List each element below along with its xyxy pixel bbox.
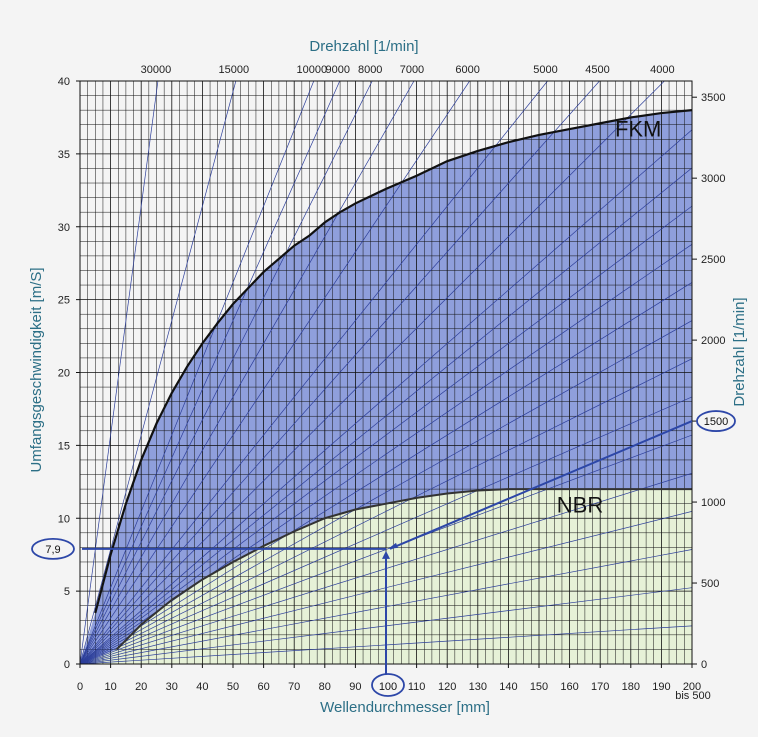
- rpm-marker: [696, 410, 736, 432]
- x-tick-label: 160: [560, 681, 578, 693]
- top-tick-label: 8000: [358, 64, 382, 76]
- x-tick-label: 40: [196, 681, 208, 693]
- rpm-line: [80, 81, 373, 664]
- rpm-line: [80, 81, 665, 664]
- top-axis-title: Drehzahl [1/min]: [309, 38, 418, 55]
- x-axis-title: Wellendurchmesser [mm]: [320, 699, 490, 716]
- rpm-guide-line: [389, 420, 693, 550]
- top-tick-label: 7000: [400, 64, 424, 76]
- top-tick-label: 10000: [296, 64, 327, 76]
- x-tick-label: 10: [104, 681, 116, 693]
- x-tick-label: 200: [683, 681, 701, 693]
- x-tick-label: 170: [591, 681, 609, 693]
- diameter-marker: [371, 673, 405, 697]
- x-tick-label: 20: [135, 681, 147, 693]
- right-tick-label: 0: [701, 659, 707, 671]
- right-tick-label: 1000: [701, 497, 725, 509]
- x-tick-label: 190: [652, 681, 670, 693]
- x-tick-label: 150: [530, 681, 548, 693]
- y-tick-label: 25: [58, 295, 70, 307]
- y-tick-label: 35: [58, 149, 70, 161]
- rpm-line: [80, 358, 692, 664]
- fkm-label: FKM: [615, 116, 661, 141]
- x-axis-extra-label: bis 500: [675, 690, 710, 702]
- rpm-line: [80, 81, 237, 664]
- x-tick-label: 110: [408, 681, 426, 693]
- top-tick-label: 30000: [141, 64, 172, 76]
- y-tick-label: 10: [58, 513, 70, 525]
- rpm-line: [80, 396, 692, 664]
- x-tick-label: 60: [257, 681, 269, 693]
- top-tick-label: 4500: [585, 64, 609, 76]
- nbr-curve: [116, 488, 692, 651]
- y-tick-label: 30: [58, 222, 70, 234]
- rpm-line: [80, 81, 548, 664]
- fkm-curve: [94, 109, 693, 614]
- x-tick-label: 130: [469, 681, 487, 693]
- velocity-marker-label: 7,9: [45, 544, 60, 556]
- y-tick-label: 15: [58, 440, 70, 452]
- x-tick-label: 90: [349, 681, 361, 693]
- x-tick-label: 80: [319, 681, 331, 693]
- rpm-marker-label: 1500: [704, 416, 728, 428]
- y-axis-title: Umfangsgeschwindigkeit [m/S]: [28, 267, 45, 472]
- x-tick-label: 70: [288, 681, 300, 693]
- top-tick-label: 9000: [325, 64, 349, 76]
- rpm-line: [80, 81, 341, 664]
- rpm-line: [80, 205, 692, 664]
- rpm-guide-arrow: [388, 542, 398, 549]
- rpm-line: [80, 129, 692, 664]
- right-tick-label: 3000: [701, 173, 725, 185]
- x-tick-label: 50: [227, 681, 239, 693]
- rpm-line: [80, 81, 415, 664]
- x-tick-label: 140: [499, 681, 517, 693]
- rpm-line: [80, 320, 692, 664]
- x-tick-label: 0: [77, 681, 83, 693]
- rpm-line: [80, 81, 315, 664]
- rpm-line: [80, 81, 600, 664]
- y-tick-label: 5: [64, 586, 70, 598]
- rpm-line: [80, 167, 692, 664]
- y-tick-label: 40: [58, 76, 70, 88]
- diameter-marker-label: 100: [379, 681, 397, 693]
- diameter-guide-arrow: [382, 550, 390, 559]
- rpm-line: [80, 81, 470, 664]
- right-tick-label: 500: [701, 578, 719, 590]
- rpm-line: [80, 282, 692, 664]
- x-tick-label: 30: [166, 681, 178, 693]
- x-tick-label: 180: [622, 681, 640, 693]
- y-tick-label: 20: [58, 368, 70, 380]
- right-tick-label: 3500: [701, 92, 725, 104]
- nbr-label: NBR: [557, 492, 603, 517]
- top-tick-label: 6000: [455, 64, 479, 76]
- y-tick-label: 0: [64, 659, 70, 671]
- x-tick-label: 120: [438, 681, 456, 693]
- velocity-marker: [31, 537, 75, 560]
- top-tick-label: 4000: [650, 64, 674, 76]
- top-tick-label: 15000: [219, 64, 250, 76]
- right-tick-label: 2000: [701, 335, 725, 347]
- right-axis-title: Drehzahl [1/min]: [731, 297, 748, 406]
- rpm-line: [80, 81, 159, 664]
- right-tick-label: 2500: [701, 254, 725, 266]
- top-tick-label: 5000: [533, 64, 557, 76]
